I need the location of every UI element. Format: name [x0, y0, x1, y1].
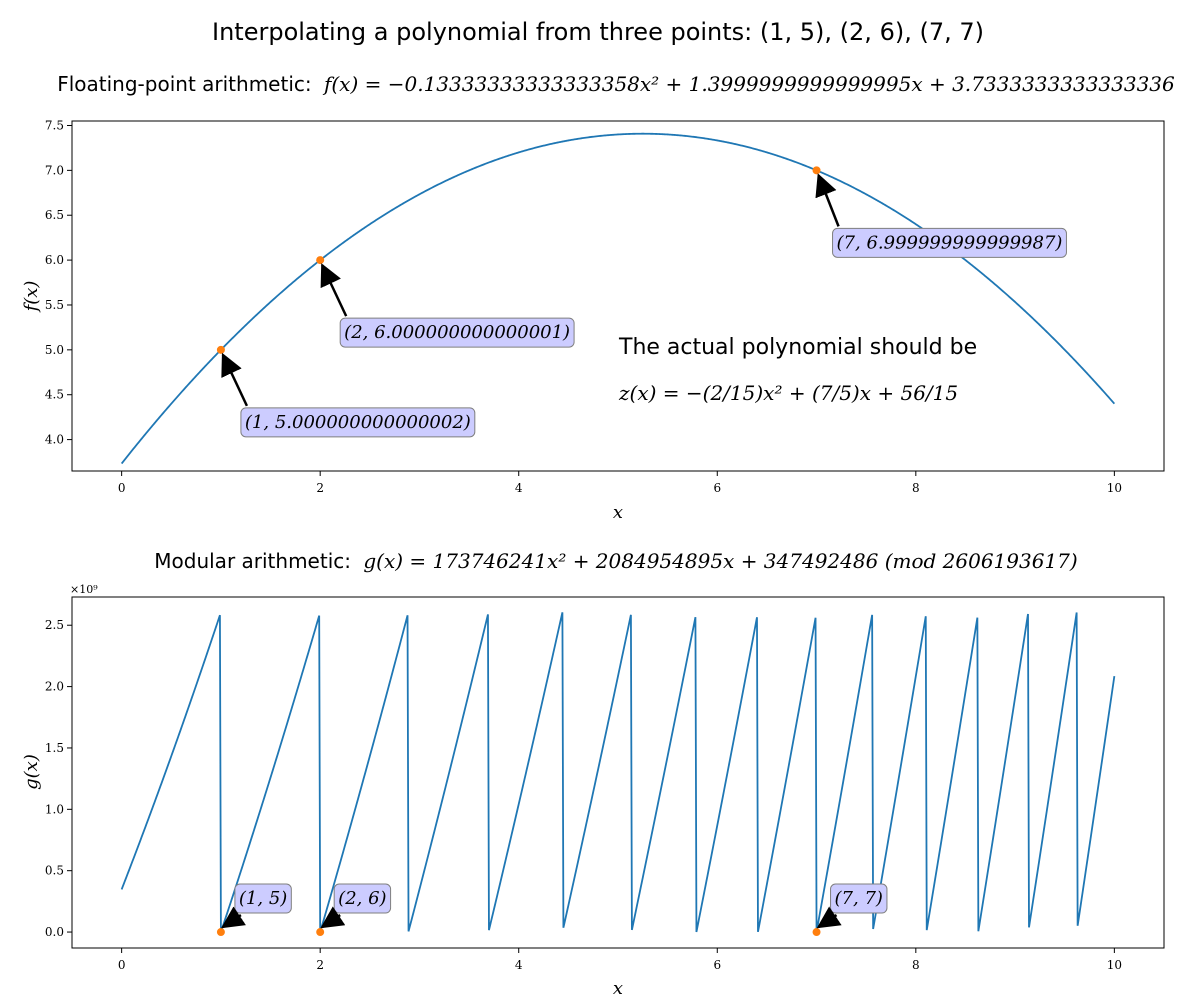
point-annotation-label: (2, 6): [338, 888, 386, 909]
top-ylabel: f(x): [21, 281, 42, 314]
bottom-curve: [120, 612, 1116, 933]
annotation-arrow: [221, 352, 249, 407]
y-tick-label: 6.5: [45, 208, 64, 222]
annotation-arrow: [320, 263, 348, 317]
y-tick-label: 4.0: [45, 433, 64, 447]
top-note-line1: The actual polynomial should be: [618, 335, 977, 360]
annotation-arrow: [320, 906, 346, 929]
y-tick-label: 0.0: [45, 925, 64, 939]
x-tick-label: 4: [515, 958, 523, 972]
top-panel: Floating-point arithmetic: f(x) = −0.133…: [21, 72, 1175, 523]
bottom-xlabel: x: [613, 978, 623, 999]
bottom-panel: Modular arithmetic: g(x) = 173746241x² +…: [21, 549, 1165, 999]
point-annotation-label: (7, 7): [835, 888, 883, 909]
top-title: Floating-point arithmetic: f(x) = −0.133…: [57, 72, 1175, 96]
y-tick-label: 1.0: [45, 802, 64, 816]
data-point: [812, 928, 821, 937]
y-tick-label: 2.0: [45, 680, 64, 694]
bottom-x-ticks: 0 2 4 6 8 10: [118, 948, 1122, 972]
top-xlabel: x: [613, 502, 623, 523]
annotation-arrow: [815, 173, 840, 227]
top-axes-frame: [71, 120, 1165, 472]
point-annotation-box: [333, 883, 392, 914]
point-annotation-label: (1, 5): [239, 888, 287, 909]
data-point: [812, 166, 821, 175]
point-annotation-box: [240, 407, 476, 438]
top-points: [216, 166, 821, 354]
data-point: [216, 928, 225, 937]
y-tick-label: 6.0: [45, 253, 64, 267]
bottom-point-annotations: (1, 5) (2, 6) (7, 7): [221, 883, 888, 929]
point-annotation-label: (1, 5.000000000000002): [245, 412, 471, 433]
y-tick-label: 7.0: [45, 163, 64, 177]
y-tick-label: 7.5: [45, 118, 64, 132]
point-annotation-box: [234, 883, 292, 914]
point-annotation-box: [832, 227, 1067, 258]
x-tick-label: 6: [713, 958, 721, 972]
bottom-title: Modular arithmetic: g(x) = 173746241x² +…: [154, 549, 1077, 573]
bottom-ylabel: g(x): [21, 754, 42, 790]
annotation-arrow: [221, 906, 246, 929]
bottom-title-prefix: Modular arithmetic:: [154, 549, 351, 573]
x-tick-label: 2: [316, 481, 324, 495]
point-annotation-label: (2, 6.000000000000001): [344, 322, 570, 343]
x-tick-label: 4: [515, 481, 523, 495]
y-tick-label: 0.5: [45, 864, 64, 878]
x-tick-label: 2: [316, 958, 324, 972]
y-tick-label: 5.5: [45, 298, 64, 312]
bottom-offset-text: ×10⁹: [70, 583, 98, 596]
top-note-line2: z(x) = −(2/15)x² + (7/5)x + 56/15: [618, 381, 958, 405]
x-tick-label: 10: [1107, 958, 1122, 972]
y-tick-label: 5.0: [45, 343, 64, 357]
x-tick-label: 0: [118, 481, 126, 495]
top-title-prefix: Floating-point arithmetic:: [57, 72, 311, 96]
top-x-ticks: 0 2 4 6 8 10: [118, 471, 1122, 495]
x-tick-label: 10: [1107, 481, 1122, 495]
data-point: [216, 345, 225, 354]
y-tick-label: 4.5: [45, 388, 64, 402]
figure-title: Interpolating a polynomial from three po…: [212, 18, 984, 46]
x-tick-label: 6: [713, 481, 721, 495]
top-y-ticks: 4.0 4.5 5.0 5.5 6.0 6.5 7.0 7.5: [45, 118, 72, 447]
top-title-math: f(x) = −0.13333333333333358x² + 1.399999…: [322, 72, 1175, 96]
bottom-axes-frame: [71, 596, 1165, 949]
data-point: [316, 928, 325, 937]
point-annotation-box: [339, 317, 575, 348]
bottom-y-ticks: 0.0 0.5 1.0 1.5 2.0 2.5: [45, 618, 72, 939]
bottom-points: [216, 928, 821, 937]
x-tick-label: 8: [912, 481, 920, 495]
y-tick-label: 1.5: [45, 741, 64, 755]
y-tick-label: 2.5: [45, 618, 64, 632]
x-tick-label: 8: [912, 958, 920, 972]
annotation-arrow: [816, 906, 842, 929]
point-annotation-label: (7, 6.999999999999987): [837, 232, 1063, 253]
top-point-annotations: (1, 5.000000000000002) (2, 6.000000000000…: [221, 173, 1067, 438]
data-point: [316, 256, 325, 265]
x-tick-label: 0: [118, 958, 126, 972]
point-annotation-box: [830, 883, 888, 914]
bottom-title-math: g(x) = 173746241x² + 2084954895x + 34749…: [363, 549, 1077, 573]
